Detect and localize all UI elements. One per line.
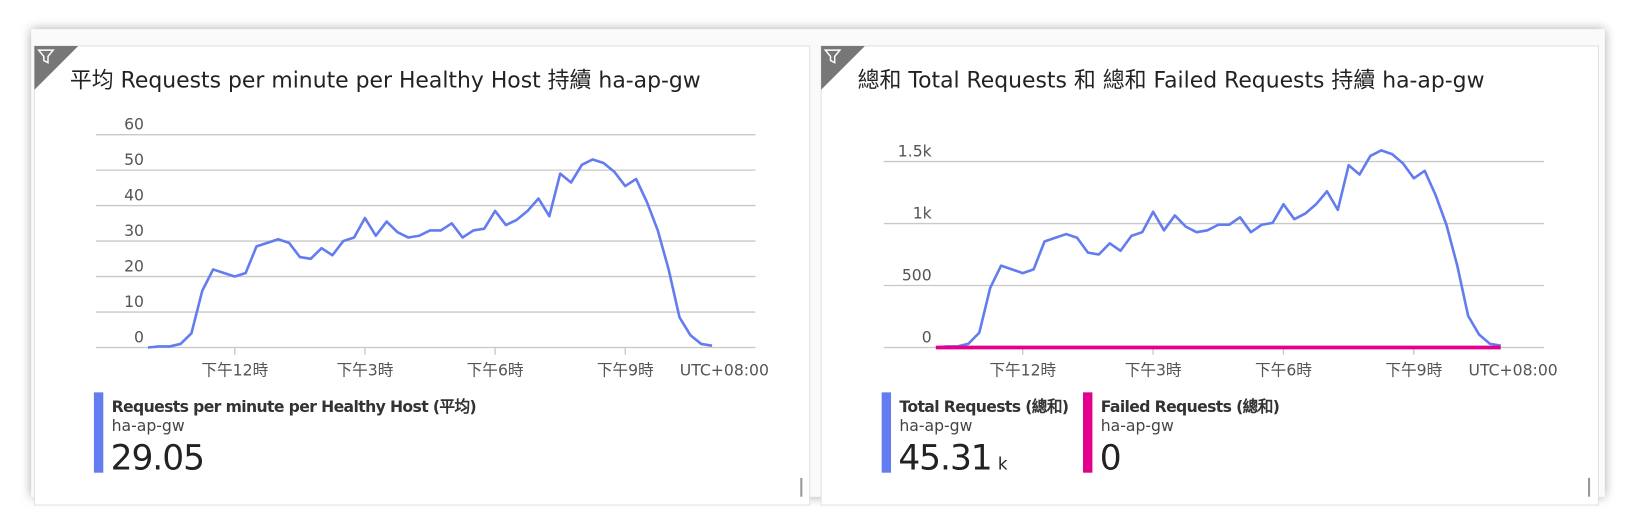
legend-name: Requests per minute per Healthy Host (平均… (112, 397, 476, 416)
timezone-label: UTC+08:00 (1469, 361, 1558, 380)
y-tick-label: 20 (124, 256, 144, 275)
legend-swatch (881, 392, 892, 473)
legend-summary: 0 (1100, 439, 1121, 479)
y-tick-label: 40 (124, 185, 144, 204)
legend-swatch (1083, 392, 1093, 473)
legend-swatch (93, 392, 104, 473)
y-tick-label: 30 (124, 221, 144, 240)
y-tick-label: 0 (922, 327, 932, 346)
legend-name: Total Requests (總和) (899, 397, 1068, 416)
y-tick-label: 0 (134, 327, 144, 346)
x-tick-label: 下午3時 (337, 361, 394, 380)
series-line (147, 158, 713, 349)
legend-resource: ha-ap-gw (899, 416, 972, 435)
y-tick-label: 1.5k (898, 141, 933, 160)
legend-summary: 45.31 (898, 439, 991, 479)
chart-title: 平均 Requests per minute per Healthy Host … (70, 69, 701, 94)
tile (33, 45, 811, 506)
filter-corner[interactable] (34, 45, 79, 90)
chart-title: 總和 Total Requests 和 總和 Failed Requests 持… (858, 69, 1485, 94)
legend-resource: ha-ap-gw (1101, 416, 1174, 435)
series-line (935, 149, 1501, 349)
legend-name: Failed Requests (總和) (1101, 397, 1279, 416)
x-tick-label: 下午9時 (597, 361, 654, 380)
x-tick-label: 下午6時 (467, 361, 524, 380)
x-tick-label: 下午3時 (1125, 361, 1182, 380)
x-tick-label: 下午12時 (201, 361, 268, 380)
legend-summary-unit: k (998, 455, 1008, 474)
x-tick-label: 下午9時 (1385, 361, 1442, 380)
y-tick-label: 10 (124, 292, 144, 311)
y-tick-label: 1k (913, 203, 933, 222)
y-tick-label: 500 (902, 265, 932, 284)
legend-summary: 29.05 (111, 439, 204, 479)
x-tick-label: 下午12時 (989, 361, 1056, 380)
legend-resource: ha-ap-gw (112, 416, 185, 435)
tile (820, 45, 1599, 506)
timezone-label: UTC+08:00 (680, 361, 769, 380)
y-tick-label: 50 (124, 150, 144, 169)
y-tick-label: 60 (124, 114, 144, 133)
x-tick-label: 下午6時 (1255, 361, 1312, 380)
